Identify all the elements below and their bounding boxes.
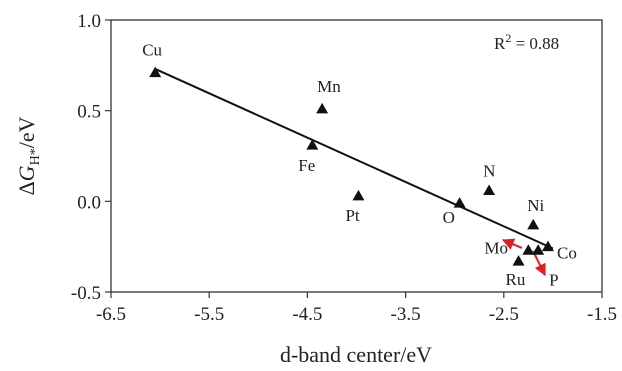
fit-line	[154, 68, 554, 250]
y-axis-ticks: -0.5 0.0 0.5 1.0	[71, 11, 111, 304]
point-marker-mn	[316, 102, 329, 114]
point-marker-pt	[352, 189, 365, 201]
y-tick-label: 0.5	[77, 102, 101, 123]
point-label-ni: Ni	[527, 196, 544, 215]
point-label-p: P	[549, 270, 558, 289]
point-marker-co	[541, 240, 554, 252]
point-label-mn: Mn	[317, 77, 341, 96]
x-tick-label: -4.5	[292, 304, 322, 325]
y-tick-label: 1.0	[77, 11, 101, 32]
plot-frame	[110, 19, 603, 293]
y-axis-title: ΔGH*/eV	[14, 116, 43, 195]
point-marker-cu	[149, 66, 162, 78]
point-marker-ni	[527, 218, 540, 230]
data-points	[149, 66, 554, 266]
point-label-mo: Mo	[484, 238, 508, 257]
point-label-ru: Ru	[506, 270, 526, 289]
mo-shift-arrow	[501, 238, 523, 250]
x-tick-label: -3.5	[391, 304, 421, 325]
x-tick-label: -1.5	[587, 304, 617, 325]
x-tick-label: -5.5	[194, 304, 224, 325]
point-label-co: Co	[557, 244, 577, 263]
y-tick-label: 0.0	[77, 192, 101, 213]
x-tick-label: -6.5	[96, 304, 126, 325]
point-marker-fe	[306, 139, 319, 150]
point-label-n: N	[483, 161, 495, 180]
r-squared-annotation: R2 = 0.88	[494, 31, 559, 53]
point-label-cu: Cu	[142, 41, 162, 60]
p-shift-arrow	[532, 250, 546, 277]
shift-arrows	[501, 238, 546, 277]
x-axis-title: d-band center/eV	[280, 342, 432, 367]
point-label-pt: Pt	[345, 206, 359, 225]
x-axis-ticks: -6.5 -5.5 -4.5 -3.5 -2.5 -1.5	[96, 292, 617, 325]
x-tick-label: -2.5	[489, 304, 519, 325]
point-marker-o	[453, 197, 466, 208]
point-label-o: O	[443, 208, 455, 227]
point-label-fe: Fe	[298, 156, 315, 175]
point-labels: Cu Mn Fe Pt O N Ni Mo Co Ru P	[142, 41, 577, 290]
point-marker-ru	[512, 255, 525, 266]
point-marker-n	[483, 184, 496, 195]
point-marker-p	[532, 244, 545, 255]
y-tick-label: -0.5	[71, 283, 101, 304]
point-marker-mo	[522, 244, 535, 255]
